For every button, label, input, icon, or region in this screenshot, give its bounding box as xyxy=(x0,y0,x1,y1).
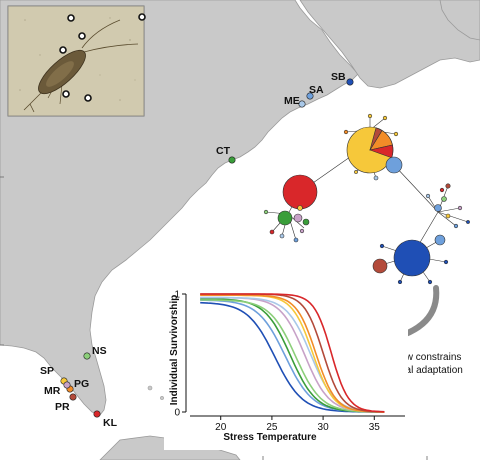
site-marker-ct xyxy=(228,156,236,164)
chart-background xyxy=(164,284,408,450)
chart-lines xyxy=(200,293,385,413)
site-label-sb: SB xyxy=(331,71,346,83)
survivorship-chart: 20 25 30 35 0 1 Stress Temperature Individual… xyxy=(164,284,408,450)
site-marker-kl xyxy=(93,410,101,418)
copepod-photo xyxy=(7,5,145,117)
land-islet xyxy=(160,396,164,400)
site-label-ct: CT xyxy=(216,145,231,157)
y-tick-label: 1 xyxy=(174,290,180,301)
site-marker-pr xyxy=(69,393,77,401)
chart-axes xyxy=(185,294,405,417)
survivorship-curve-10 xyxy=(200,293,385,413)
x-tick-label: 30 xyxy=(318,422,330,433)
chart-ticks: 20 25 30 35 0 1 xyxy=(174,290,380,434)
site-markers: SB SA ME CT NS SP MR PG PR KL xyxy=(40,71,354,429)
y-axis-title: Individual Survivorship xyxy=(169,295,180,406)
site-marker-sb xyxy=(346,78,354,86)
site-marker-ns xyxy=(83,352,91,360)
site-label-pg: PG xyxy=(74,378,89,390)
y-tick-label: 0 xyxy=(174,408,180,419)
land-island xyxy=(439,0,480,41)
site-marker-me xyxy=(298,100,306,108)
x-tick-label: 35 xyxy=(369,422,381,433)
annotation-line-2: thermal adaptation xyxy=(380,365,463,376)
site-label-sp: SP xyxy=(40,365,54,377)
site-label-me: ME xyxy=(284,95,300,107)
annotation-line-1: Gene flow constrains xyxy=(368,352,461,363)
site-label-kl: KL xyxy=(103,417,118,429)
site-marker-sa xyxy=(306,92,314,100)
site-label-sa: SA xyxy=(309,84,324,96)
x-axis-title: Stress Temperature xyxy=(223,432,317,443)
land-maritimes xyxy=(299,0,480,89)
site-label-pr: PR xyxy=(55,401,70,413)
site-label-mr: MR xyxy=(44,385,61,397)
site-marker-pg xyxy=(63,381,71,389)
x-tick-label: 25 xyxy=(266,422,278,433)
haplotype-network xyxy=(263,113,470,285)
x-tick-label: 20 xyxy=(215,422,227,433)
photo-marker-dot xyxy=(138,13,146,21)
site-label-ns: NS xyxy=(92,345,107,357)
survivorship-curve-8 xyxy=(200,294,385,413)
land-islet xyxy=(147,385,153,391)
